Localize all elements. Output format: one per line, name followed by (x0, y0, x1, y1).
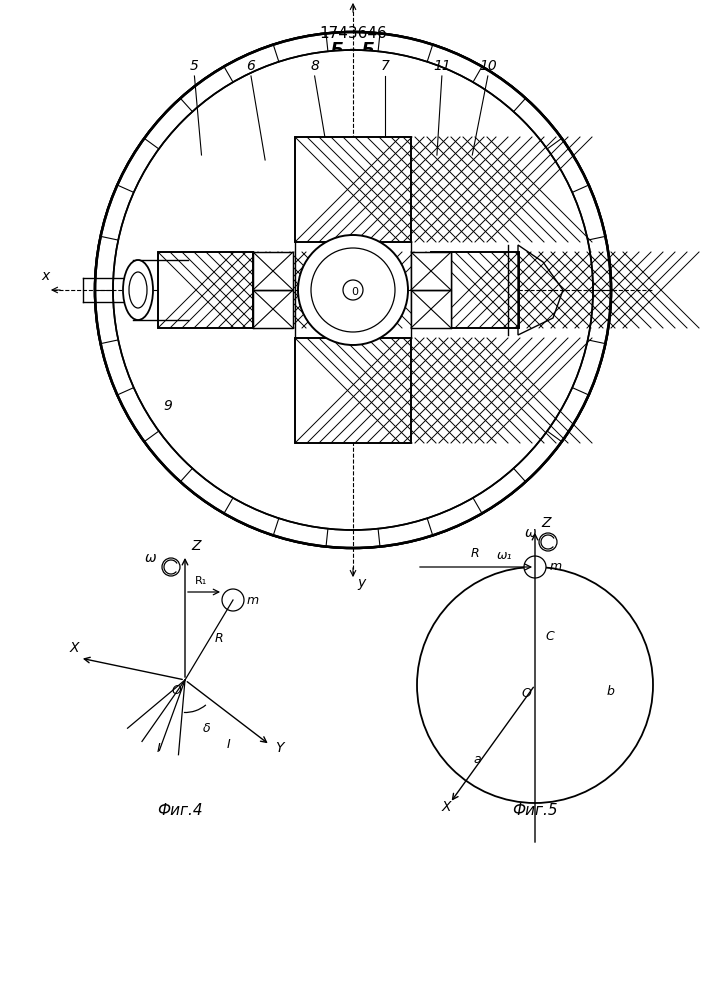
Text: O: O (171, 684, 181, 697)
Bar (158, 252, 253, 328)
Text: 8: 8 (310, 59, 319, 73)
Ellipse shape (123, 260, 153, 320)
Text: 11: 11 (433, 59, 451, 73)
Text: x: x (41, 269, 49, 283)
Text: 0: 0 (351, 287, 358, 297)
Circle shape (113, 50, 593, 530)
Text: 5: 5 (190, 59, 199, 73)
Text: R₁: R₁ (195, 576, 207, 586)
Text: m: m (247, 593, 259, 606)
Bar (295, 338, 411, 443)
Text: R: R (215, 632, 223, 645)
Text: ω: ω (145, 551, 157, 565)
Text: O: O (521, 687, 531, 700)
Bar (431, 252, 519, 328)
Text: 7: 7 (381, 59, 390, 73)
Text: R: R (471, 547, 479, 560)
Bar (411, 290, 451, 328)
Bar (295, 137, 411, 242)
Circle shape (524, 556, 546, 578)
Bar (411, 252, 451, 290)
Text: ω₁: ω₁ (497, 549, 513, 562)
Text: Фиг.4: Фиг.4 (157, 803, 203, 818)
Bar (253, 252, 293, 290)
Text: Y: Y (275, 741, 284, 755)
Text: I: I (227, 738, 230, 751)
Text: 1743646: 1743646 (319, 25, 387, 40)
Bar (158, 252, 253, 328)
Bar (295, 338, 411, 443)
Text: Фиг.3: Фиг.3 (345, 386, 391, 401)
Text: ω: ω (525, 526, 537, 540)
Text: y: y (357, 576, 365, 590)
Text: 9: 9 (163, 399, 173, 413)
Bar (295, 137, 411, 242)
Text: Б - Б: Б - Б (331, 41, 375, 59)
Bar (431, 252, 519, 328)
Bar (411, 290, 451, 328)
Bar (253, 252, 293, 290)
Circle shape (343, 280, 363, 300)
Text: b: b (607, 685, 615, 698)
Circle shape (417, 567, 653, 803)
Text: a: a (473, 753, 481, 766)
Circle shape (95, 32, 611, 548)
Text: m: m (550, 560, 562, 574)
Text: Z: Z (541, 516, 551, 530)
Text: Z: Z (191, 539, 201, 553)
Text: 10: 10 (479, 59, 497, 73)
Circle shape (222, 589, 244, 611)
Text: X: X (70, 641, 79, 655)
Text: 6: 6 (247, 59, 255, 73)
Bar (253, 290, 293, 328)
Text: X: X (442, 800, 452, 814)
Text: δ: δ (203, 722, 211, 735)
Text: I: I (157, 742, 160, 755)
Text: Фиг.5: Фиг.5 (512, 803, 558, 818)
Bar (411, 252, 451, 290)
Circle shape (298, 235, 408, 345)
Bar (253, 290, 293, 328)
Text: C: C (545, 630, 554, 643)
